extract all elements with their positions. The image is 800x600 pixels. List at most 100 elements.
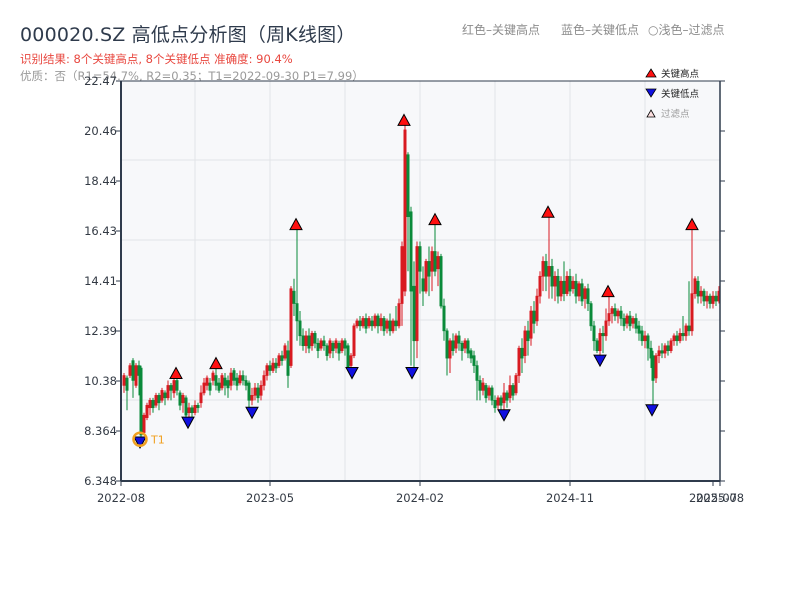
y-tick-label: 10.38 <box>84 374 117 388</box>
candle-up <box>631 318 635 324</box>
candle-up <box>193 404 197 414</box>
y-tick-label: 18.44 <box>84 174 117 188</box>
candle-up <box>577 283 581 297</box>
candle-down <box>511 385 515 396</box>
candle-down <box>646 335 650 349</box>
candle-down <box>175 380 179 391</box>
candle-down <box>439 256 443 307</box>
candle-down <box>157 395 161 404</box>
candle-down <box>268 365 272 371</box>
candle-down <box>280 355 284 361</box>
candle-down <box>484 385 488 399</box>
x-tick-label: 2024-11 <box>545 491 595 505</box>
candle-down <box>520 347 524 359</box>
candle-down <box>178 392 182 406</box>
candle-down <box>301 335 305 347</box>
candle-up <box>607 313 611 322</box>
candle-up <box>271 362 275 371</box>
candle-down <box>337 342 341 354</box>
candle-up <box>523 330 527 356</box>
candle-up <box>400 246 404 304</box>
candle-up <box>424 261 428 292</box>
key-high-marker-icon <box>428 212 442 226</box>
candle-down <box>640 330 644 342</box>
candle-down <box>634 318 638 329</box>
candle-down <box>687 325 691 332</box>
candle-down <box>412 285 416 342</box>
candle-up <box>463 340 467 349</box>
candle-up <box>711 295 715 304</box>
triangle-down-blue-icon <box>645 88 657 98</box>
candle-up <box>145 404 149 418</box>
x-tick-label: 2023-05 <box>245 491 295 505</box>
candle-up <box>705 295 709 302</box>
candle-up <box>669 340 673 351</box>
candle-down <box>256 387 260 399</box>
candle-up <box>541 261 545 277</box>
candle-down <box>274 362 278 369</box>
legend-item-filtered: 过滤点 <box>645 106 690 120</box>
candle-down <box>592 325 596 342</box>
candle-up <box>415 246 419 342</box>
key-low-marker-icon <box>245 406 259 420</box>
key-low-marker-icon <box>497 409 511 422</box>
candle-down <box>313 333 317 344</box>
candle-up <box>690 293 694 332</box>
legend-item-low: 关键低点 <box>645 86 699 100</box>
candle-down <box>490 387 494 401</box>
candle-down <box>651 355 655 381</box>
candle-up <box>538 275 542 297</box>
key-high-marker-icon <box>289 217 303 231</box>
candle-down <box>708 295 712 304</box>
candle-up <box>202 382 206 394</box>
candle-down <box>382 318 386 332</box>
candle-up <box>304 335 308 347</box>
candle-up <box>610 308 614 314</box>
candle-up <box>229 372 233 386</box>
candle-up <box>657 350 661 356</box>
candle-up <box>262 375 266 386</box>
candle-up <box>220 375 224 389</box>
candle-down <box>580 283 584 302</box>
candle-up <box>122 375 126 386</box>
y-tick-label: 8.364 <box>84 424 117 438</box>
candle-up <box>367 318 371 327</box>
candle-down <box>714 295 718 302</box>
candle-down <box>325 345 329 356</box>
candle-up <box>319 340 323 349</box>
candle-up <box>355 320 359 327</box>
candle-down <box>169 385 173 391</box>
candle-down <box>619 310 623 319</box>
candle-down <box>499 397 503 406</box>
candle-down <box>286 350 290 376</box>
candle-down <box>478 380 482 391</box>
x-tick-label: 2024-02 <box>395 491 445 505</box>
candle-up <box>571 280 575 289</box>
key-high-marker-icon <box>685 217 699 231</box>
candle-down <box>433 251 437 272</box>
candle-up <box>604 320 608 337</box>
candle-up <box>160 390 164 401</box>
candle-down <box>493 400 497 409</box>
candle-up <box>517 347 521 376</box>
candle-down <box>666 345 670 351</box>
triangle-up-red-icon <box>645 68 657 78</box>
legend-item-high: 关键高点 <box>645 66 699 80</box>
y-tick-label: 16.43 <box>84 224 117 238</box>
candle-up <box>361 318 365 327</box>
candle-up <box>583 288 587 299</box>
candle-up <box>199 392 203 404</box>
candle-up <box>259 385 263 396</box>
candle-down <box>376 315 380 327</box>
candle-up <box>253 387 257 396</box>
candle-down <box>151 400 155 409</box>
triangle-up-outline-icon <box>646 109 656 118</box>
recognition-result: 识别结果: 8个关键高点, 8个关键低点 准确度: 90.4% <box>20 52 293 66</box>
candle-up <box>397 303 401 327</box>
candle-down <box>696 280 700 297</box>
candle-down <box>232 370 236 381</box>
candle-down <box>427 261 431 277</box>
key-high-marker-icon <box>209 356 223 370</box>
candle-up <box>334 340 338 349</box>
candle-down <box>574 280 578 297</box>
